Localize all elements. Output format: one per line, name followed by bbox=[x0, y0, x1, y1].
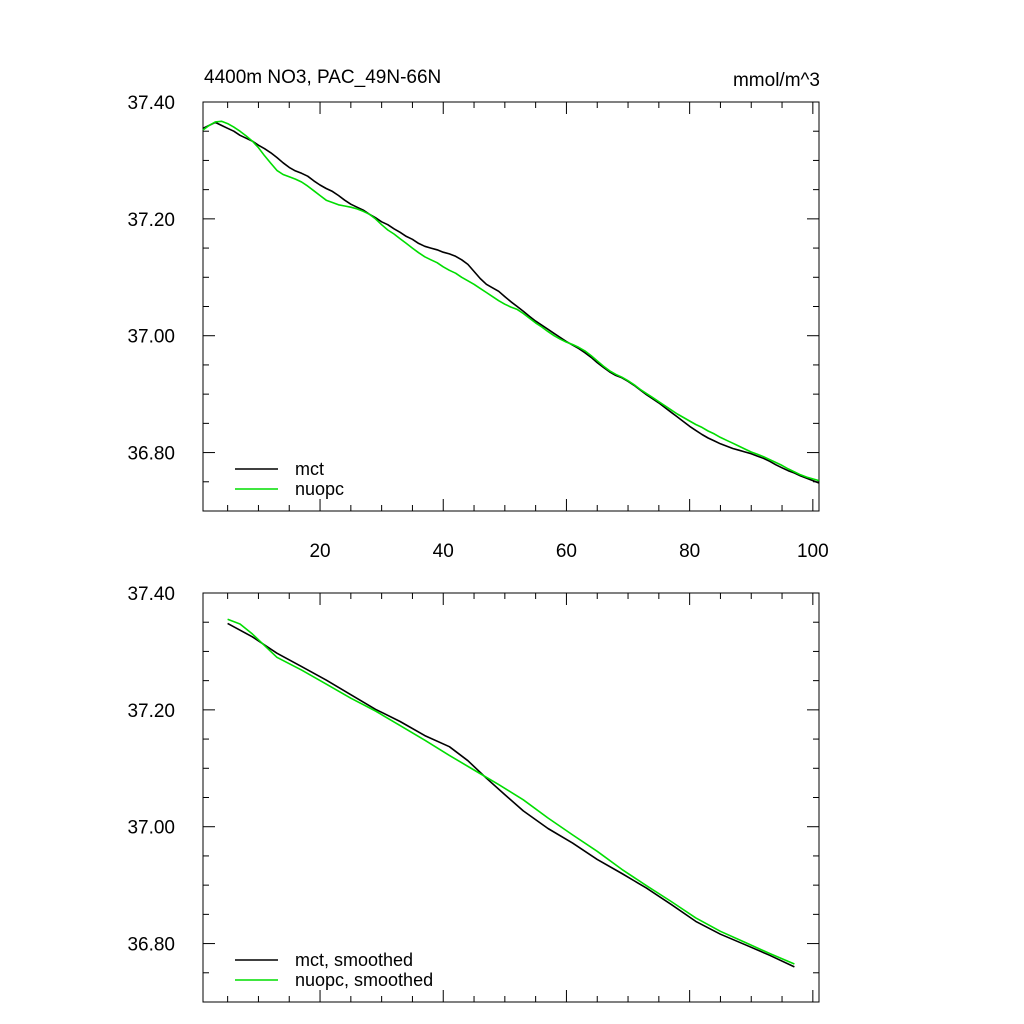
units-label: mmol/m^3 bbox=[733, 70, 820, 91]
y-tick-label: 37.00 bbox=[127, 818, 175, 839]
y-tick-label: 37.40 bbox=[127, 584, 175, 605]
legend-label: nuopc, smoothed bbox=[295, 970, 433, 990]
bottom-panel: 37.40 37.20 37.00 36.80 mct, smoothednuopc, … bbox=[127, 584, 820, 1003]
plot-frame bbox=[202, 592, 820, 1003]
series-line bbox=[227, 622, 795, 968]
legend-label: mct, smoothed bbox=[295, 950, 413, 970]
y-tick-label: 36.80 bbox=[127, 935, 175, 956]
x-tick-label: 20 bbox=[309, 541, 330, 562]
y-tick-label: 37.00 bbox=[127, 327, 175, 348]
x-tick-label: 80 bbox=[679, 541, 700, 562]
x-tick-label: 40 bbox=[433, 541, 454, 562]
y-tick-label: 36.80 bbox=[127, 444, 175, 465]
series-line bbox=[227, 618, 795, 965]
legend-label: mct bbox=[295, 459, 324, 479]
y-tick-label: 37.40 bbox=[127, 93, 175, 114]
y-tick-label: 37.20 bbox=[127, 210, 175, 231]
series-line bbox=[202, 120, 820, 482]
legend-label: nuopc bbox=[295, 479, 344, 499]
series-line bbox=[202, 121, 820, 484]
plot-title: 4400m NO3, PAC_49N-66N bbox=[204, 67, 441, 88]
x-tick-label: 60 bbox=[556, 541, 577, 562]
x-tick-label: 100 bbox=[797, 541, 829, 562]
y-tick-label: 37.20 bbox=[127, 701, 175, 722]
